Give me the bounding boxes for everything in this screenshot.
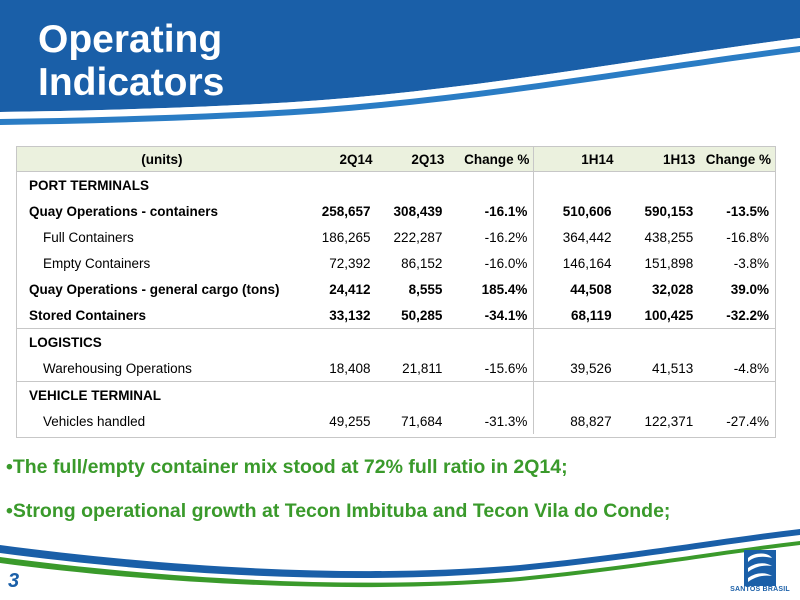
cell-value: -16.8% bbox=[726, 229, 769, 245]
table-row: LOGISTICS bbox=[17, 328, 775, 355]
row-label: Warehousing Operations bbox=[43, 360, 192, 376]
cell-value: -16.2% bbox=[484, 229, 528, 245]
cell-value: 258,657 bbox=[321, 203, 371, 219]
cell-value: 510,606 bbox=[533, 198, 618, 224]
cell-value: 32,028 bbox=[651, 281, 694, 297]
cell-value: -16.0% bbox=[484, 255, 528, 271]
header-banner bbox=[0, 0, 800, 125]
cell-value: 186,265 bbox=[321, 229, 371, 245]
cell-value: 49,255 bbox=[329, 413, 371, 429]
cell-value: 33,132 bbox=[329, 307, 371, 323]
cell-value: 86,152 bbox=[401, 255, 443, 271]
table-row: Warehousing Operations 18,408 21,811 -15… bbox=[17, 355, 775, 382]
cell-value: 590,153 bbox=[644, 203, 694, 219]
bullet-item: •The full/empty container mix stood at 7… bbox=[6, 456, 568, 478]
title-line-2: Indicators bbox=[38, 61, 225, 104]
cell-value: -34.1% bbox=[484, 307, 528, 323]
cell-value: -32.2% bbox=[726, 307, 769, 323]
table-row: Empty Containers 72,392 86,152 -16.0% 14… bbox=[17, 250, 775, 276]
cell-value: 21,811 bbox=[402, 360, 443, 376]
bullet-list: •The full/empty container mix stood at 7… bbox=[6, 456, 796, 544]
cell-value: 222,287 bbox=[393, 229, 443, 245]
row-label: LOGISTICS bbox=[17, 328, 307, 355]
footer-wave bbox=[0, 529, 800, 588]
cell-value: 72,392 bbox=[329, 255, 371, 271]
header-2q13: 2Q13 bbox=[376, 147, 449, 172]
table-row: Quay Operations - containers 258,657 308… bbox=[17, 198, 775, 224]
cell-value: 185.4% bbox=[481, 281, 528, 297]
table-row: Full Containers 186,265 222,287 -16.2% 3… bbox=[17, 224, 775, 250]
row-label: PORT TERMINALS bbox=[29, 177, 149, 193]
row-label: Empty Containers bbox=[43, 255, 151, 271]
cell-value: -13.5% bbox=[726, 203, 769, 219]
cell-value: 39.0% bbox=[730, 281, 769, 297]
header-change-half: Change % bbox=[699, 147, 775, 172]
row-label: Quay Operations - containers bbox=[29, 203, 219, 219]
cell-value: 18,408 bbox=[329, 360, 371, 376]
cell-value: 39,526 bbox=[533, 355, 618, 382]
cell-value: 8,555 bbox=[408, 281, 443, 297]
cell-value: 24,412 bbox=[329, 281, 371, 297]
table-row: Vehicles handled 49,255 71,684 -31.3% 88… bbox=[17, 408, 775, 434]
operating-indicators-table: (units) 2Q14 2Q13 Change % 1H14 1H13 Cha… bbox=[16, 146, 776, 438]
cell-value: 146,164 bbox=[533, 250, 618, 276]
header-2q14: 2Q14 bbox=[306, 147, 377, 172]
cell-value: 122,371 bbox=[644, 413, 694, 429]
header-1h14: 1H14 bbox=[533, 147, 618, 172]
bullet-item: •Strong operational growth at Tecon Imbi… bbox=[6, 500, 671, 522]
page-title: Operating Indicators bbox=[38, 18, 224, 104]
cell-value: 41,513 bbox=[651, 360, 694, 376]
cell-value: 68,119 bbox=[533, 302, 618, 329]
cell-value: 88,827 bbox=[533, 408, 618, 434]
cell-value: -3.8% bbox=[733, 255, 769, 271]
cell-value: 44,508 bbox=[533, 276, 618, 302]
table-row: Quay Operations - general cargo (tons) 2… bbox=[17, 276, 775, 302]
cell-value: 438,255 bbox=[644, 229, 694, 245]
row-label: VEHICLE TERMINAL bbox=[17, 381, 307, 408]
header-1h13: 1H13 bbox=[617, 147, 700, 172]
page-number: 3 bbox=[8, 570, 20, 592]
cell-value: -16.1% bbox=[484, 203, 528, 219]
row-label: Stored Containers bbox=[29, 307, 147, 323]
row-label: Quay Operations - general cargo (tons) bbox=[29, 281, 280, 297]
cell-value: 100,425 bbox=[644, 307, 694, 323]
cell-value: 151,898 bbox=[644, 255, 694, 271]
table-row: Stored Containers 33,132 50,285 -34.1% 6… bbox=[17, 302, 775, 329]
logo-wordmark: SANTOS BRASIL bbox=[730, 586, 790, 593]
row-label: Vehicles handled bbox=[43, 413, 146, 429]
cell-value: -15.6% bbox=[484, 360, 528, 376]
cell-value: 50,285 bbox=[401, 307, 443, 323]
table-header-row: (units) 2Q14 2Q13 Change % 1H14 1H13 Cha… bbox=[17, 147, 775, 172]
santos-brasil-logo-icon bbox=[744, 550, 776, 586]
cell-value: -31.3% bbox=[484, 413, 528, 429]
row-label: Full Containers bbox=[43, 229, 134, 245]
cell-value: 308,439 bbox=[393, 203, 443, 219]
cell-value: 71,684 bbox=[401, 413, 443, 429]
cell-value: 364,442 bbox=[533, 224, 618, 250]
header-change-quarter: Change % bbox=[448, 147, 534, 172]
cell-value: -4.8% bbox=[733, 360, 769, 376]
title-line-1: Operating bbox=[38, 18, 223, 61]
cell-value: -27.4% bbox=[726, 413, 769, 429]
header-units: (units) bbox=[17, 147, 307, 172]
table-row: PORT TERMINALS bbox=[17, 171, 775, 198]
table-row: VEHICLE TERMINAL bbox=[17, 381, 775, 408]
